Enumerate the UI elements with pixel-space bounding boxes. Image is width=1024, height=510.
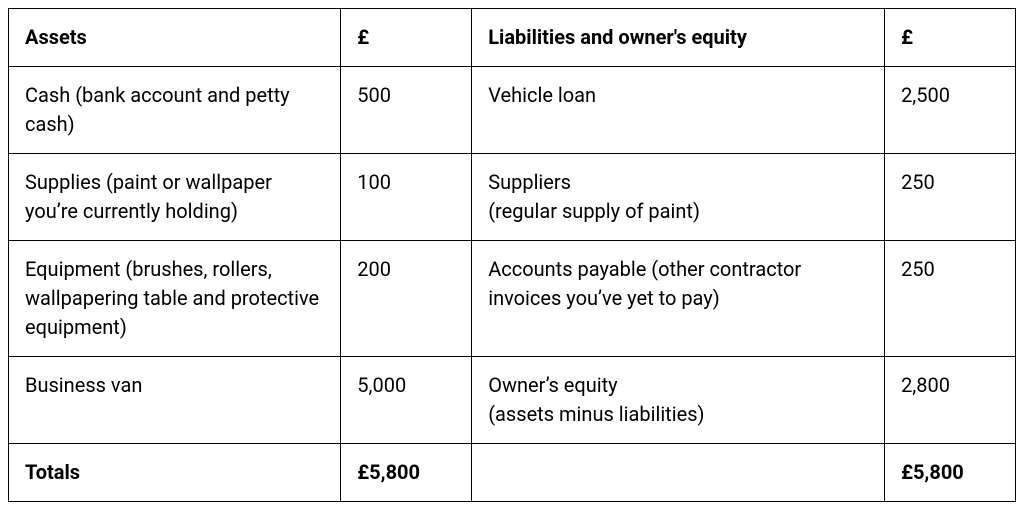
cell-assets-amount: 100: [341, 154, 472, 241]
cell-assets-label: Equipment (brushes, rollers, wallpaperin…: [9, 241, 341, 357]
cell-liabilities-amount: 250: [885, 241, 1016, 357]
cell-totals-liabilities-amount: £5,800: [885, 444, 1016, 502]
cell-liabilities-label: Owner’s equity (assets minus liabilities…: [472, 357, 885, 444]
cell-assets-label: Supplies (paint or wallpaper you’re curr…: [9, 154, 341, 241]
cell-assets-label: Business van: [9, 357, 341, 444]
cell-liabilities-label: Suppliers (regular supply of paint): [472, 154, 885, 241]
cell-totals-label: Totals: [9, 444, 341, 502]
table-row: Equipment (brushes, rollers, wallpaperin…: [9, 241, 1016, 357]
cell-liabilities-amount: 250: [885, 154, 1016, 241]
cell-assets-label: Cash (bank account and petty cash): [9, 67, 341, 154]
cell-liabilities-label: Vehicle loan: [472, 67, 885, 154]
cell-liabilities-amount: 2,500: [885, 67, 1016, 154]
balance-sheet-table: Assets £ Liabilities and owner's equity …: [8, 8, 1016, 502]
cell-liabilities-label: Accounts payable (other contractor invoi…: [472, 241, 885, 357]
table-row: Cash (bank account and petty cash) 500 V…: [9, 67, 1016, 154]
table-totals-row: Totals £5,800 £5,800: [9, 444, 1016, 502]
cell-totals-assets-amount: £5,800: [341, 444, 472, 502]
cell-assets-amount: 200: [341, 241, 472, 357]
table-row: Business van 5,000 Owner’s equity (asset…: [9, 357, 1016, 444]
col-header-assets-amt: £: [341, 9, 472, 67]
liabilities-sub: (regular supply of paint): [488, 197, 868, 226]
cell-totals-liabilities-label: [472, 444, 885, 502]
liabilities-sub: (assets minus liabilities): [488, 400, 868, 429]
cell-assets-amount: 5,000: [341, 357, 472, 444]
col-header-liabilities: Liabilities and owner's equity: [472, 9, 885, 67]
col-header-assets: Assets: [9, 9, 341, 67]
cell-liabilities-amount: 2,800: [885, 357, 1016, 444]
liabilities-main: Suppliers: [488, 170, 571, 194]
liabilities-main: Vehicle loan: [488, 83, 596, 107]
table-row: Supplies (paint or wallpaper you’re curr…: [9, 154, 1016, 241]
table-header-row: Assets £ Liabilities and owner's equity …: [9, 9, 1016, 67]
liabilities-main: Owner’s equity: [488, 373, 617, 397]
liabilities-main: Accounts payable (other contractor invoi…: [488, 257, 801, 310]
cell-assets-amount: 500: [341, 67, 472, 154]
col-header-liabilities-amt: £: [885, 9, 1016, 67]
